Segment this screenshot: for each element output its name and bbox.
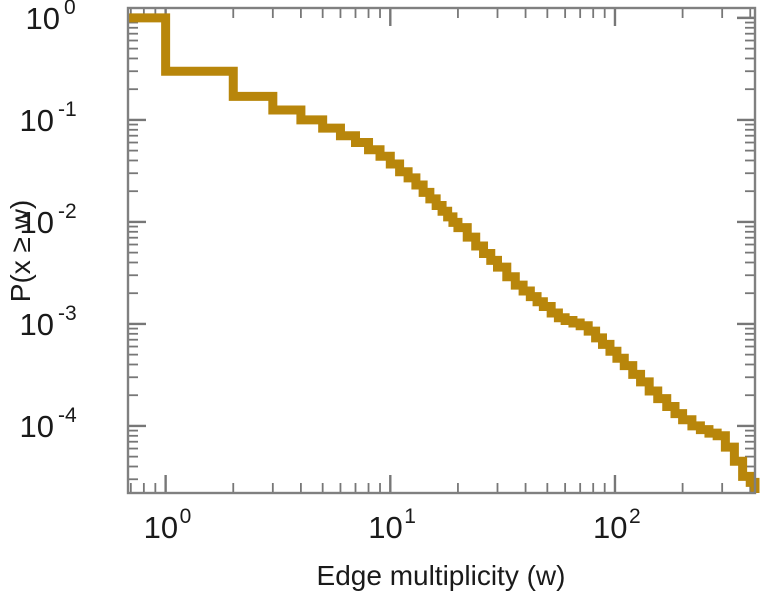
svg-text:-1: -1: [58, 98, 77, 121]
y-tick-label-0: 10 0: [26, 0, 76, 36]
svg-text:10: 10: [20, 307, 54, 342]
plot-frame: [126, 6, 757, 495]
x-axis-tick-labels: 10 0 10 1 10 2: [144, 505, 641, 545]
svg-text:10: 10: [20, 103, 54, 138]
y-axis-ticks: [128, 16, 755, 481]
svg-text:10: 10: [368, 510, 402, 545]
ccdf-curve: [128, 13, 760, 493]
svg-text:-4: -4: [58, 404, 77, 427]
x-tick-label-0: 10 0: [144, 505, 192, 545]
svg-text:1: 1: [404, 505, 416, 528]
svg-text:0: 0: [64, 0, 76, 19]
x-axis-title: Edge multiplicity (w): [317, 560, 566, 591]
plot-area-background: [128, 8, 755, 493]
svg-text:10: 10: [26, 1, 60, 36]
y-axis-title: P(x ≥ w): [5, 200, 36, 302]
svg-text:10: 10: [593, 510, 627, 545]
svg-text:-2: -2: [58, 200, 77, 223]
x-tick-label-2: 10 2: [593, 505, 641, 545]
y-tick-label-3: 10 -3: [20, 302, 77, 342]
svg-text:-3: -3: [58, 302, 77, 325]
svg-text:0: 0: [180, 505, 192, 528]
x-axis-ticks: [129, 8, 752, 493]
svg-text:2: 2: [629, 505, 641, 528]
x-tick-label-1: 10 1: [368, 505, 416, 545]
y-tick-label-4: 10 -4: [20, 404, 77, 444]
svg-text:10: 10: [20, 409, 54, 444]
svg-text:10: 10: [20, 205, 54, 240]
y-tick-label-2: 10 -2: [20, 200, 77, 240]
svg-text:10: 10: [144, 510, 178, 545]
y-tick-label-1: 10 -1: [20, 98, 77, 138]
